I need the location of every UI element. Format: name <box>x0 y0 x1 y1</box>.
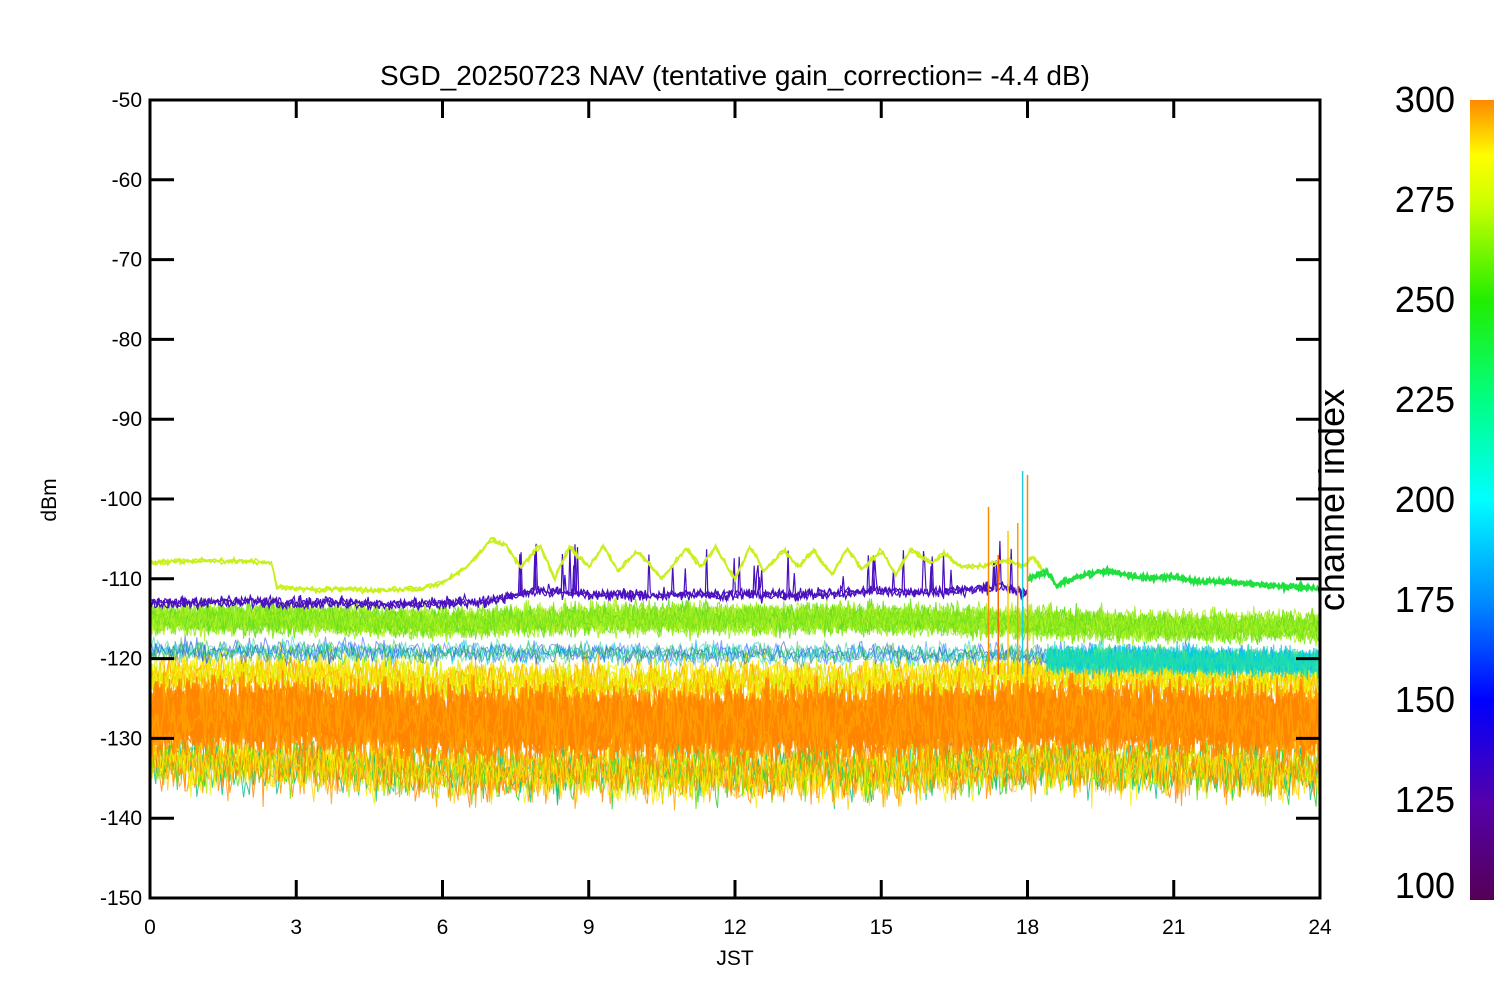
y-tick-label: -80 <box>112 328 142 351</box>
colorbar-tick-label: 100 <box>1395 865 1455 906</box>
noise-trace <box>150 676 1320 765</box>
noise-trace <box>150 600 1320 641</box>
y-axis-title: dBm <box>38 478 61 521</box>
y-tick-label: -110 <box>102 568 142 591</box>
noise-trace <box>150 671 1320 770</box>
x-tick-label: 0 <box>144 916 156 939</box>
colorbar-tick-label: 300 <box>1395 79 1455 120</box>
x-tick-label: 9 <box>583 916 595 939</box>
colorbar-ticks: 100 125 150 175 200 225 250 275 300 <box>1395 79 1455 906</box>
y-tick-label: -100 <box>100 488 142 511</box>
y-tick-label: -60 <box>112 169 142 192</box>
y-tick-label: -140 <box>100 807 142 830</box>
colorbar-tick-label: 275 <box>1395 179 1455 220</box>
colorbar-tick-label: 225 <box>1395 379 1455 420</box>
colorbar-tick-label: 250 <box>1395 279 1455 320</box>
series-line-purple <box>150 543 1028 612</box>
colorbar-tick-label: 150 <box>1395 679 1455 720</box>
y-tick-label: -90 <box>112 408 142 431</box>
x-tick-label: 6 <box>437 916 449 939</box>
x-tick-label: 12 <box>723 916 746 939</box>
y-tick-label: -130 <box>100 727 142 750</box>
series-line-upper <box>150 536 1043 595</box>
x-axis-title: JST <box>716 947 754 970</box>
colorbar-tick-label: 175 <box>1395 579 1455 620</box>
noise-trace <box>150 600 1320 644</box>
series-line-upper <box>150 536 1043 595</box>
noise-trace <box>150 648 1320 712</box>
noise-trace <box>150 648 1320 714</box>
x-axis-ticks: 0 3 6 9 12 15 18 21 24 <box>144 100 1332 939</box>
y-tick-label: -50 <box>112 89 142 112</box>
colorbar-title: channel index <box>1311 389 1352 611</box>
noise-bands <box>150 596 1320 811</box>
x-tick-label: 3 <box>290 916 302 939</box>
x-tick-label: 24 <box>1308 916 1332 939</box>
series-line-evening <box>1026 567 1320 593</box>
y-tick-label: -70 <box>112 249 142 272</box>
series-line-evening <box>1026 564 1320 595</box>
noise-trace <box>1046 640 1320 678</box>
series-line-purple <box>150 540 1029 612</box>
colorbar-tick-label: 125 <box>1395 779 1455 820</box>
series-line-upper <box>150 537 1043 594</box>
y-tick-label: -120 <box>100 648 142 671</box>
y-tick-label: -150 <box>100 887 142 910</box>
y-axis-ticks: -150 -140 -130 -120 -110 -100 -90 -80 -70 -60 -50 <box>100 89 1320 910</box>
noise-trace <box>150 598 1320 645</box>
colorbar <box>1470 100 1494 900</box>
colorbar-tick-label: 200 <box>1395 479 1455 520</box>
x-tick-label: 15 <box>870 916 893 939</box>
x-tick-label: 18 <box>1016 916 1039 939</box>
series-lines <box>150 471 1320 675</box>
x-tick-label: 21 <box>1162 916 1185 939</box>
chart-title: SGD_20250723 NAV (tentative gain_correct… <box>380 60 1090 91</box>
plot-area <box>150 471 1320 811</box>
